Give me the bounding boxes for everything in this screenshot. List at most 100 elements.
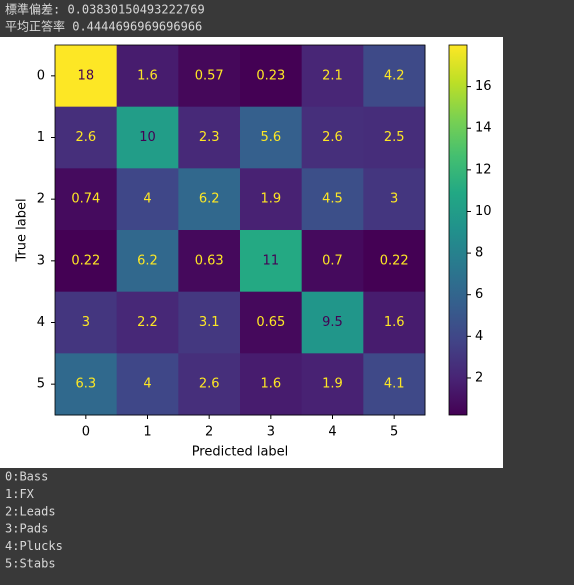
cell-label: 4.5 [322,192,343,207]
colorbar-tick-label: 14 [475,121,492,136]
cell [240,106,303,169]
cell-label: 6.2 [137,253,158,268]
cell [363,168,426,231]
colorbar-tick-label: 16 [475,79,492,94]
cell-label: 3 [390,192,398,207]
cell-label: 0.57 [195,68,224,83]
footer-line: 2:Leads [5,504,56,518]
cell [116,353,179,416]
cell [178,230,241,293]
cell [116,106,179,169]
cell-label: 0.65 [256,315,285,330]
y-axis-label: True label [15,198,30,262]
cell-label: 9.5 [322,315,343,330]
y-tick-label: 2 [37,192,45,207]
x-tick-label: 3 [267,425,275,440]
cell [301,291,364,354]
y-tick-label: 0 [37,68,45,83]
colorbar-tick-label: 12 [475,162,492,177]
cell-label: 0.63 [195,253,224,268]
cell-label: 1.6 [260,377,281,392]
x-tick-label: 0 [82,425,90,440]
y-tick-label: 4 [37,315,45,330]
cell [55,353,118,416]
cell [240,291,303,354]
cell [116,230,179,293]
footer-line: 5:Stabs [5,557,56,571]
cell-label: 1.6 [137,68,158,83]
header-line: 平均正答率 0.4444696969696966 [5,19,202,34]
cell-label: 2.6 [322,130,343,145]
cell-label: 4 [143,377,151,392]
cell-label: 2.1 [322,68,343,83]
cell-label: 6.3 [75,377,96,392]
cell-label: 18 [78,68,95,83]
cell [55,291,118,354]
cell [55,168,118,231]
cell [116,45,179,108]
cell-label: 4 [143,192,151,207]
x-tick-label: 2 [205,425,213,440]
axes-frame [54,44,426,416]
x-axis-label: Predicted label [192,445,289,460]
cell-label: 6.2 [199,192,220,207]
x-tick-label: 4 [328,425,336,440]
cell [178,45,241,108]
cell-label: 10 [139,130,156,145]
cell [240,168,303,231]
cell [240,45,303,108]
colorbar-tick-label: 8 [475,246,483,261]
colorbar-tick-label: 2 [475,370,483,385]
cell [55,45,118,108]
cell-label: 2.5 [384,130,405,145]
footer-line: 3:Pads [5,522,48,536]
cell-label: 0.23 [256,68,285,83]
cell [55,106,118,169]
cell [301,106,364,169]
cell [178,168,241,231]
cell [363,291,426,354]
colorbar-tick-label: 4 [475,329,483,344]
cell-label: 1.6 [384,315,405,330]
cell-label: 5.6 [260,130,281,145]
cell-label: 1.9 [322,377,343,392]
cell-label: 1.9 [260,192,281,207]
colorbar-tick-label: 10 [475,204,492,219]
footer-line: 4:Plucks [5,539,63,553]
header-line: 標準偏差: 0.03830150493222769 [5,2,205,17]
cell-label: 0.22 [380,253,409,268]
cell-label: 0.22 [71,253,100,268]
y-tick-label: 5 [37,377,45,392]
footer-line: 0:Bass [5,470,48,484]
cell-label: 2.3 [199,130,220,145]
cell [363,230,426,293]
cell [240,353,303,416]
cell-label: 0.74 [71,192,100,207]
cell [301,45,364,108]
cell [116,291,179,354]
footer-line: 1:FX [5,487,35,501]
y-tick-label: 1 [37,130,45,145]
cell-label: 3.1 [199,315,220,330]
cell-label: 2.2 [137,315,158,330]
cell-label: 4.2 [384,68,405,83]
cell [301,353,364,416]
cell [363,353,426,416]
colorbar-tick-label: 6 [475,287,483,302]
cell [301,168,364,231]
cell [363,45,426,108]
cell [178,291,241,354]
cell [240,230,303,293]
cell-label: 4.1 [384,377,405,392]
cell [55,230,118,293]
cell-label: 2.6 [75,130,96,145]
cell [116,168,179,231]
cell-label: 2.6 [199,377,220,392]
cell [363,106,426,169]
cell-label: 11 [263,253,280,268]
cell [178,353,241,416]
cell [301,230,364,293]
x-tick-label: 1 [143,425,151,440]
colorbar [448,44,468,416]
cell-label: 3 [82,315,90,330]
